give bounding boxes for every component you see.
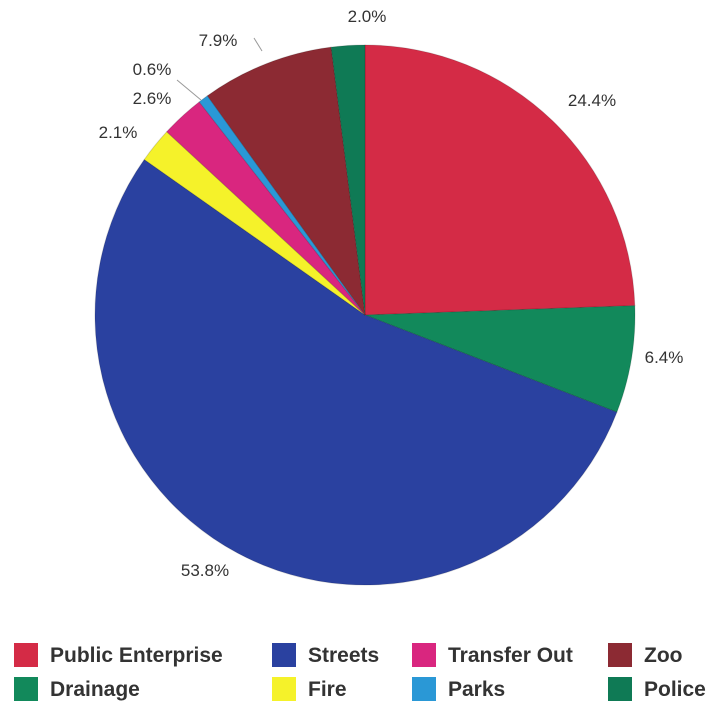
legend-label-police: Police — [644, 678, 706, 701]
slice-label-police: 2.0% — [348, 7, 387, 26]
legend-label-drainage: Drainage — [50, 678, 140, 701]
slice-label-zoo: 7.9% — [199, 31, 238, 50]
legend-swatch-drainage — [14, 677, 38, 701]
slice-label-parks: 0.6% — [133, 60, 172, 79]
slice-label-streets: 53.8% — [181, 561, 229, 580]
slice-label-fire: 2.1% — [99, 123, 138, 142]
legend-label-parks: Parks — [448, 678, 505, 701]
legend-swatch-police — [608, 677, 632, 701]
leader-line-zoo — [254, 38, 262, 51]
legend-item-fire: Fire — [272, 677, 347, 701]
legend: Public Enterprise Streets Transfer Out Zoo D… — [14, 643, 706, 701]
legend-item-zoo: Zoo — [608, 643, 682, 667]
legend-swatch-parks — [412, 677, 436, 701]
legend-swatch-zoo — [608, 643, 632, 667]
leader-line-parks — [177, 80, 201, 100]
legend-swatch-transfer-out — [412, 643, 436, 667]
legend-swatch-public-enterprise — [14, 643, 38, 667]
slice-label-drainage: 6.4% — [645, 348, 684, 367]
legend-swatch-fire — [272, 677, 296, 701]
legend-label-zoo: Zoo — [644, 644, 682, 667]
slice-label-transfer-out: 2.6% — [133, 89, 172, 108]
legend-label-fire: Fire — [308, 678, 347, 701]
legend-swatch-streets — [272, 643, 296, 667]
legend-item-public-enterprise: Public Enterprise — [14, 643, 223, 667]
legend-item-transfer-out: Transfer Out — [412, 643, 573, 667]
legend-label-streets: Streets — [308, 644, 379, 667]
pie-slice-public-enterprise — [365, 45, 635, 315]
pie-slices — [95, 45, 635, 585]
legend-item-parks: Parks — [412, 677, 505, 701]
slice-label-public-enterprise: 24.4% — [568, 91, 616, 110]
legend-label-public-enterprise: Public Enterprise — [50, 644, 223, 667]
legend-label-transfer-out: Transfer Out — [448, 644, 573, 667]
legend-item-drainage: Drainage — [14, 677, 140, 701]
legend-item-police: Police — [608, 677, 706, 701]
legend-item-streets: Streets — [272, 643, 379, 667]
